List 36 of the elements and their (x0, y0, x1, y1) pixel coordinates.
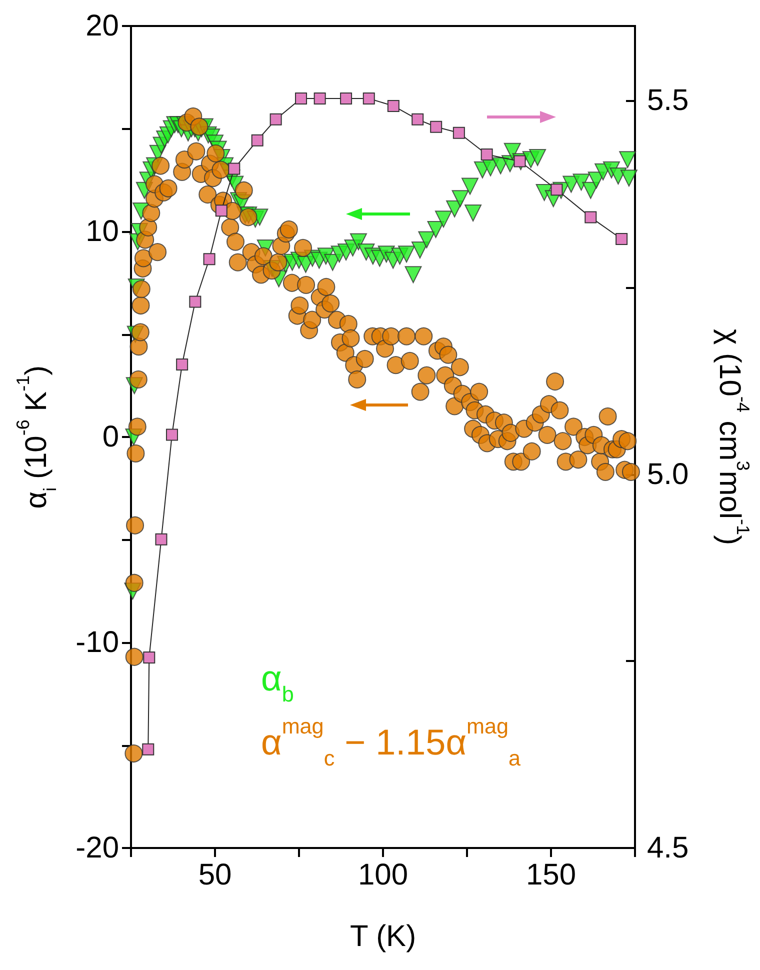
point (452, 126, 465, 139)
point (616, 232, 628, 245)
x-tick-label: 150 (526, 858, 576, 892)
point (314, 92, 326, 104)
point (203, 253, 216, 266)
point (387, 100, 400, 112)
y-tick-label: -10 (76, 626, 119, 659)
point (430, 120, 442, 133)
point (584, 211, 597, 224)
y2-tick-label: 5.5 (647, 84, 689, 118)
point (340, 92, 352, 104)
y-tick-label: 20 (86, 10, 119, 42)
point (412, 113, 424, 126)
point (155, 533, 168, 546)
point (228, 162, 240, 175)
x-tick-label: 50 (198, 858, 232, 892)
y-axis-title: αi (10-6 K-1) (13, 365, 60, 509)
point (189, 296, 202, 308)
point (251, 134, 264, 146)
point (176, 358, 188, 371)
point (270, 113, 282, 126)
x-tick-label: 100 (358, 858, 408, 892)
point (215, 204, 228, 217)
point (480, 148, 493, 161)
point (142, 743, 154, 756)
y2-tick-label: 4.5 (647, 832, 689, 864)
y2-tick-label: 5.0 (647, 458, 689, 491)
y-tick-label: 10 (86, 215, 119, 248)
y-tick-label: -20 (76, 832, 119, 864)
point (143, 651, 156, 664)
y2-axis-title: χ (10-4 cm3mol-1) (713, 328, 753, 546)
y-tick-label: 0 (102, 420, 119, 454)
point (362, 92, 375, 104)
point (166, 428, 178, 441)
x-axis-title: T (K) (350, 920, 416, 953)
point (295, 92, 308, 104)
